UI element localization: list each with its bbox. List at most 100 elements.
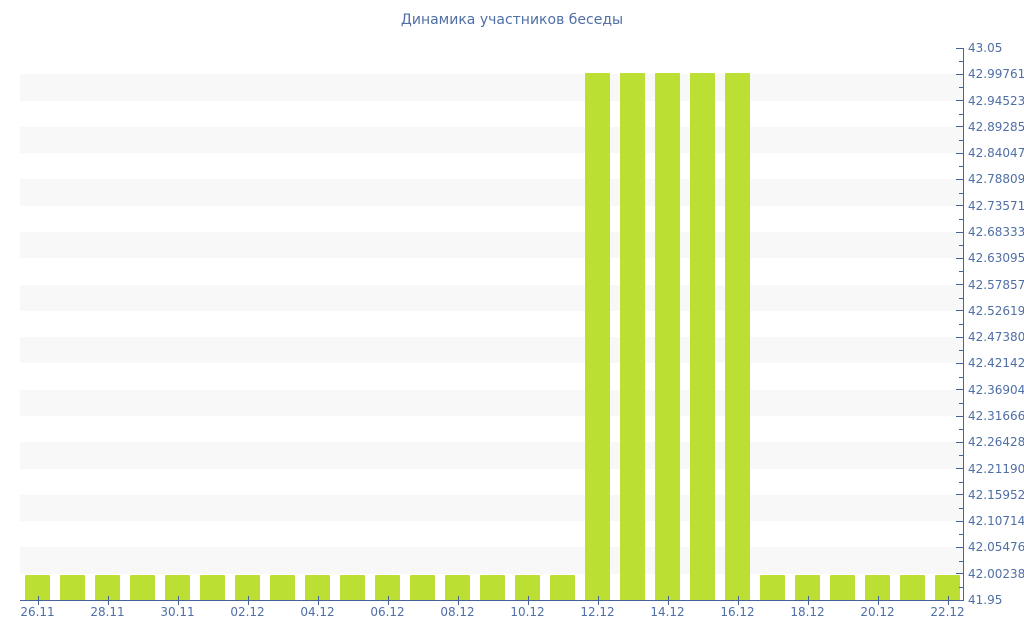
y-major-tick <box>956 257 963 259</box>
y-minor-tick <box>959 297 963 299</box>
y-minor-tick <box>959 87 963 89</box>
x-axis-line <box>20 600 964 601</box>
y-minor-tick <box>959 140 963 141</box>
y-major-tick <box>956 415 963 417</box>
x-axis-label: 30.11 <box>160 605 195 619</box>
y-minor-tick <box>959 481 963 483</box>
bar-22.12 <box>935 574 960 600</box>
bar-01.12 <box>200 574 225 600</box>
bar-30.11 <box>165 574 190 600</box>
x-axis-label: 18.12 <box>790 605 825 619</box>
y-major-tick <box>956 441 963 443</box>
y-minor-tick <box>959 324 963 325</box>
y-minor-tick <box>959 192 963 194</box>
y-axis-label: 42.68333 <box>968 225 1024 239</box>
bar-02.12 <box>235 574 260 600</box>
x-axis-label: 28.11 <box>90 605 125 619</box>
bar-07.12 <box>410 574 435 600</box>
y-axis-label: 42.05476 <box>968 540 1024 555</box>
y-axis-label: 42.57857 <box>968 277 1024 292</box>
y-major-tick <box>956 310 963 312</box>
y-major-tick <box>956 205 963 207</box>
y-minor-tick <box>959 586 963 588</box>
y-major-tick <box>956 231 963 233</box>
x-axis-label: 04.12 <box>300 605 335 619</box>
bar-14.12 <box>655 73 680 600</box>
grid-band <box>20 232 963 259</box>
bar-29.11 <box>130 574 155 600</box>
y-minor-tick <box>959 218 963 220</box>
bar-06.12 <box>375 574 400 600</box>
x-axis-label: 26.11 <box>20 605 55 619</box>
y-major-tick <box>956 47 963 49</box>
y-minor-tick <box>959 350 963 352</box>
bar-12.12 <box>585 73 610 600</box>
bar-04.12 <box>305 574 330 600</box>
y-axis-label: 42.00238 <box>968 566 1024 581</box>
y-axis-label: 42.15952 <box>968 487 1024 502</box>
bar-21.12 <box>900 574 925 600</box>
y-minor-tick <box>959 166 963 168</box>
grid-band <box>20 337 963 364</box>
y-axis-label: 42.52619 <box>968 303 1024 318</box>
y-minor-tick <box>959 271 963 273</box>
grid-band <box>20 74 963 101</box>
grid-band <box>20 179 963 206</box>
bar-18.12 <box>795 574 820 600</box>
y-axis-label: 42.31666 <box>968 409 1024 423</box>
bar-13.12 <box>620 73 645 600</box>
x-axis-label: 14.12 <box>650 605 685 619</box>
y-major-tick <box>956 546 963 548</box>
grid-band <box>20 547 963 574</box>
y-major-tick <box>956 73 963 75</box>
chart-title: Динамика участников беседы <box>400 12 624 28</box>
y-axis-label: 42.89285 <box>968 119 1024 134</box>
bar-16.12 <box>725 73 750 600</box>
y-minor-tick <box>959 376 963 378</box>
x-axis-label: 06.12 <box>370 605 405 619</box>
y-minor-tick <box>959 402 963 404</box>
grid-band <box>20 494 963 522</box>
x-axis-label: 16.12 <box>720 605 755 619</box>
bar-20.12 <box>865 574 890 600</box>
x-axis-label: 22.12 <box>930 605 965 619</box>
y-axis-label: 42.47380 <box>968 330 1024 345</box>
y-axis-label: 42.94523 <box>968 93 1024 108</box>
y-minor-tick <box>959 61 963 63</box>
y-axis-label: 42.99761 <box>968 67 1024 82</box>
x-axis-label: 08.12 <box>440 605 475 619</box>
y-axis-label: 43.05 <box>968 41 1003 55</box>
bar-10.12 <box>515 574 540 600</box>
bar-03.12 <box>270 574 295 600</box>
y-major-tick <box>956 468 963 470</box>
y-minor-tick <box>959 560 963 562</box>
bar-17.12 <box>760 574 785 600</box>
y-major-tick <box>956 362 963 364</box>
y-axis-label: 42.21190 <box>968 461 1024 476</box>
y-axis-label: 42.63095 <box>968 251 1024 266</box>
bar-05.12 <box>340 574 365 600</box>
bar-09.12 <box>480 574 505 600</box>
grid-band <box>20 284 963 311</box>
grid-band <box>20 442 963 469</box>
bar-28.11 <box>95 574 120 600</box>
bar-08.12 <box>445 574 470 600</box>
bar-26.11 <box>25 574 50 600</box>
bar-19.12 <box>830 574 855 600</box>
y-major-tick <box>956 494 963 496</box>
y-major-tick <box>956 284 963 286</box>
y-major-tick <box>956 336 963 338</box>
y-major-tick <box>956 100 963 102</box>
y-major-tick <box>956 520 963 522</box>
y-minor-tick <box>959 113 963 115</box>
y-axis-label: 42.36904 <box>968 382 1024 397</box>
y-axis-label: 42.73571 <box>968 198 1024 213</box>
grid-band <box>20 126 963 154</box>
bar-27.11 <box>60 574 85 600</box>
y-axis-label: 41.95 <box>968 593 1003 607</box>
x-axis-label: 02.12 <box>230 605 265 619</box>
x-axis-label: 12.12 <box>580 605 615 619</box>
y-axis-label: 42.10714 <box>968 514 1024 529</box>
y-minor-tick <box>959 429 963 431</box>
